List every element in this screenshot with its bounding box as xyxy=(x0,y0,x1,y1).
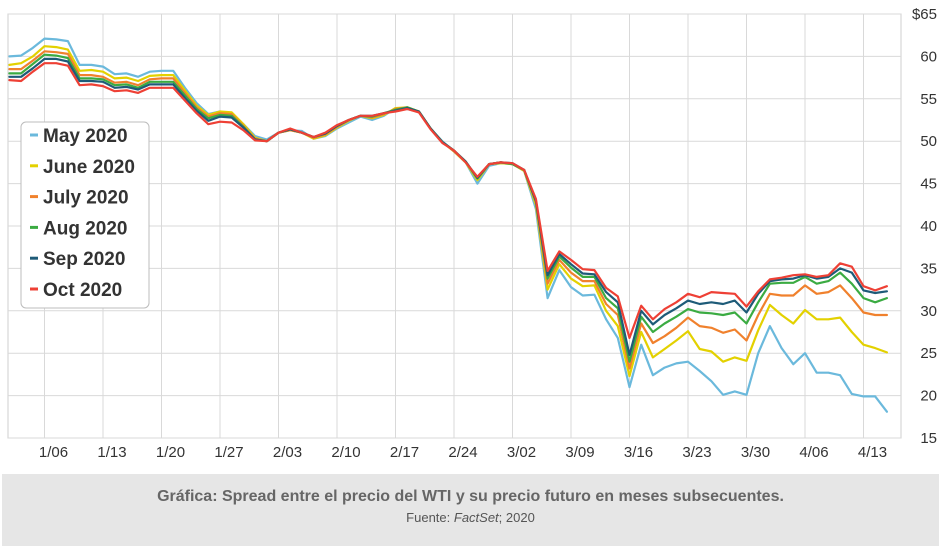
legend-label: Oct 2020 xyxy=(43,280,122,301)
x-tick-label: 3/23 xyxy=(682,444,711,461)
x-tick-label: 4/13 xyxy=(858,444,887,461)
legend-label: May 2020 xyxy=(43,126,128,147)
axis-ticks: 15 20 25 30 35 40 45 50 55 60 $65 1/06 1/13 1/20 1/27 2… xyxy=(39,6,937,461)
y-tick-label: 30 xyxy=(920,303,937,320)
y-tick-label: 50 xyxy=(920,133,937,150)
x-tick-label: 2/10 xyxy=(331,444,360,461)
y-tick-label: 20 xyxy=(920,388,937,405)
legend-label: July 2020 xyxy=(43,188,129,209)
x-tick-label: 1/06 xyxy=(39,444,68,461)
x-tick-label: 1/27 xyxy=(214,444,243,461)
x-tick-label: 1/20 xyxy=(156,444,185,461)
legend: May 2020 June 2020 July 2020 Aug 2020 Sep 20… xyxy=(20,121,150,309)
y-tick-label: 15 xyxy=(920,430,937,447)
series-line xyxy=(8,62,889,339)
x-tick-label: 3/30 xyxy=(741,444,770,461)
y-tick-label: $65 xyxy=(912,6,937,23)
caption-title: Gráfica: Spread entre el precio del WTI … xyxy=(157,488,784,505)
legend-box xyxy=(20,121,150,309)
x-tick-label: 3/02 xyxy=(507,444,536,461)
x-tick-label: 2/17 xyxy=(390,444,419,461)
legend-label: Aug 2020 xyxy=(43,218,127,239)
legend-label: Sep 2020 xyxy=(43,249,125,270)
source-prefix: Fuente: xyxy=(406,510,454,525)
x-tick-label: 2/03 xyxy=(273,444,302,461)
legend-label: June 2020 xyxy=(43,157,135,178)
caption-source: Fuente: FactSet; 2020 xyxy=(2,510,939,525)
y-tick-label: 40 xyxy=(920,218,937,235)
x-tick-label: 1/13 xyxy=(97,444,126,461)
series-lines xyxy=(8,37,889,413)
y-tick-label: 60 xyxy=(920,48,937,65)
x-tick-label: 2/24 xyxy=(448,444,477,461)
line-chart: 15 20 25 30 35 40 45 50 55 60 $65 1/06 1/13 1/20 1/27 2… xyxy=(7,6,937,461)
source-name: FactSet xyxy=(453,510,499,525)
x-tick-label: 3/16 xyxy=(624,444,653,461)
source-suffix: ; 2020 xyxy=(498,510,535,525)
y-tick-label: 25 xyxy=(920,345,937,362)
x-tick-label: 3/09 xyxy=(565,444,594,461)
y-tick-label: 35 xyxy=(920,260,937,277)
x-tick-label: 4/06 xyxy=(799,444,828,461)
y-tick-label: 45 xyxy=(920,176,937,193)
caption-band: Gráfica: Spread entre el precio del WTI … xyxy=(2,474,939,546)
y-tick-label: 55 xyxy=(920,91,937,108)
